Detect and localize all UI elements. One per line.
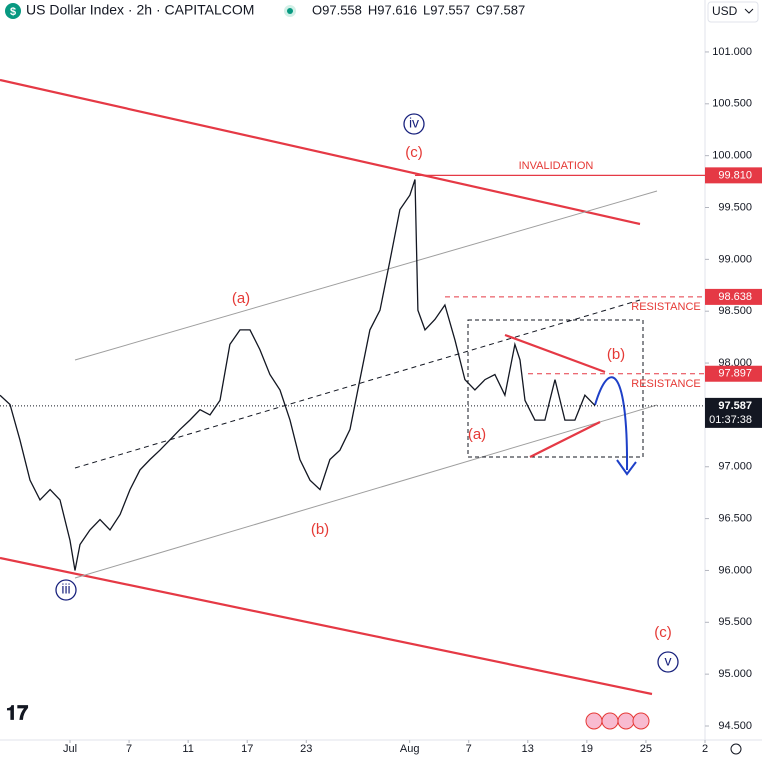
- tv-logo: 𝟏𝟕: [6, 702, 28, 724]
- event-icon[interactable]: [632, 712, 650, 730]
- ohlc-label: L: [423, 2, 430, 17]
- x-tick-label: 13: [522, 743, 534, 755]
- ohlc-label: H: [368, 2, 377, 17]
- y-tick-label: 99.500: [718, 201, 752, 213]
- y-tick-label: 99.000: [718, 253, 752, 265]
- y-tick-label: 97.000: [718, 461, 752, 473]
- ohlc-value: 97.616: [377, 2, 417, 17]
- event-icon[interactable]: [585, 712, 603, 730]
- wave-circle: [403, 113, 425, 135]
- wave-label: (b): [607, 346, 625, 363]
- annotation: INVALIDATION: [519, 160, 594, 172]
- wave-label: (c): [405, 144, 423, 161]
- event-icons: [585, 712, 650, 730]
- ohlc-value: 97.558: [322, 2, 362, 17]
- wave-label: iii: [61, 581, 70, 597]
- wave-label: (c): [654, 624, 672, 641]
- ohlc-label: O: [312, 2, 322, 17]
- channel-line: [74, 404, 658, 579]
- price-tag-label: 97.897: [718, 368, 752, 380]
- y-tick-label: 100.500: [712, 98, 752, 110]
- x-tick-label: Aug: [400, 743, 420, 755]
- countdown: 01:37:38: [709, 414, 752, 426]
- price-tag-label: 99.810: [718, 169, 752, 181]
- x-tick-label: Jul: [63, 743, 77, 755]
- last-price-tag: [705, 397, 762, 428]
- ohlc-label: C: [476, 2, 485, 17]
- ohlc-value: 97.557: [430, 2, 470, 17]
- channel-line: [74, 190, 658, 361]
- wave-circle: [55, 579, 77, 601]
- y-tick-label: 98.500: [718, 305, 752, 317]
- settings-icon[interactable]: [730, 743, 742, 755]
- currency[interactable]: USD: [712, 4, 738, 18]
- currency-caret[interactable]: [744, 8, 754, 14]
- x-tick-label: 25: [640, 743, 652, 755]
- y-tick-label: 94.500: [718, 720, 752, 732]
- wave-label: (a): [232, 290, 250, 307]
- x-tick-label: 11: [182, 743, 193, 755]
- wave-circle: [657, 651, 679, 673]
- event-icon[interactable]: [617, 712, 635, 730]
- x-tick-label: 17: [241, 743, 253, 755]
- price-tag: [705, 167, 762, 184]
- x-tick-label: 23: [300, 743, 312, 755]
- price-tag-label: 98.638: [718, 291, 752, 303]
- x-tick-label: 2: [702, 743, 708, 755]
- y-tick-label: 100.000: [712, 150, 752, 162]
- x-tick-label: 7: [126, 743, 132, 755]
- plot: [0, 174, 705, 571]
- x-tick-label: 7: [466, 743, 472, 755]
- chart-title: US Dollar Index · 2h · CAPITALCOM: [26, 2, 254, 18]
- projection-arrow: [594, 376, 629, 471]
- y-tick-label: 95.500: [718, 616, 752, 628]
- wave-label: iv: [409, 115, 419, 131]
- event-icon[interactable]: [601, 712, 619, 730]
- triangle-line: [504, 333, 606, 374]
- ohlc-value: 97.587: [485, 2, 525, 17]
- price-line: [0, 179, 596, 571]
- y-tick-label: 96.000: [718, 564, 752, 576]
- wave-label: (b): [311, 521, 329, 538]
- price-tag: [705, 365, 762, 382]
- channel-line: [0, 78, 641, 226]
- last-price-label: 97.587: [718, 400, 752, 412]
- y-tick-label: 101.000: [712, 46, 752, 58]
- price-tag: [705, 288, 762, 305]
- projection-arrowhead: [616, 459, 637, 476]
- symbol-icon: [5, 3, 21, 19]
- wave-label: (a): [468, 426, 486, 443]
- symbol-icon-letter: $: [10, 6, 16, 18]
- triangle-line: [529, 421, 601, 458]
- y-tick-label: 96.500: [718, 513, 752, 525]
- status-dot: [287, 8, 293, 14]
- y-tick-label: 95.000: [718, 668, 752, 680]
- wave-label: v: [665, 653, 672, 669]
- currency-box[interactable]: [707, 1, 759, 23]
- triangle-box: [467, 319, 644, 458]
- ohlc: O 97.558 H 97.616 L 97.557 C 97.587: [312, 2, 525, 17]
- channel-line: [0, 556, 653, 696]
- annotation: RESISTANCE: [631, 301, 700, 313]
- annotation: RESISTANCE: [631, 378, 700, 390]
- x-tick-label: 19: [581, 743, 593, 755]
